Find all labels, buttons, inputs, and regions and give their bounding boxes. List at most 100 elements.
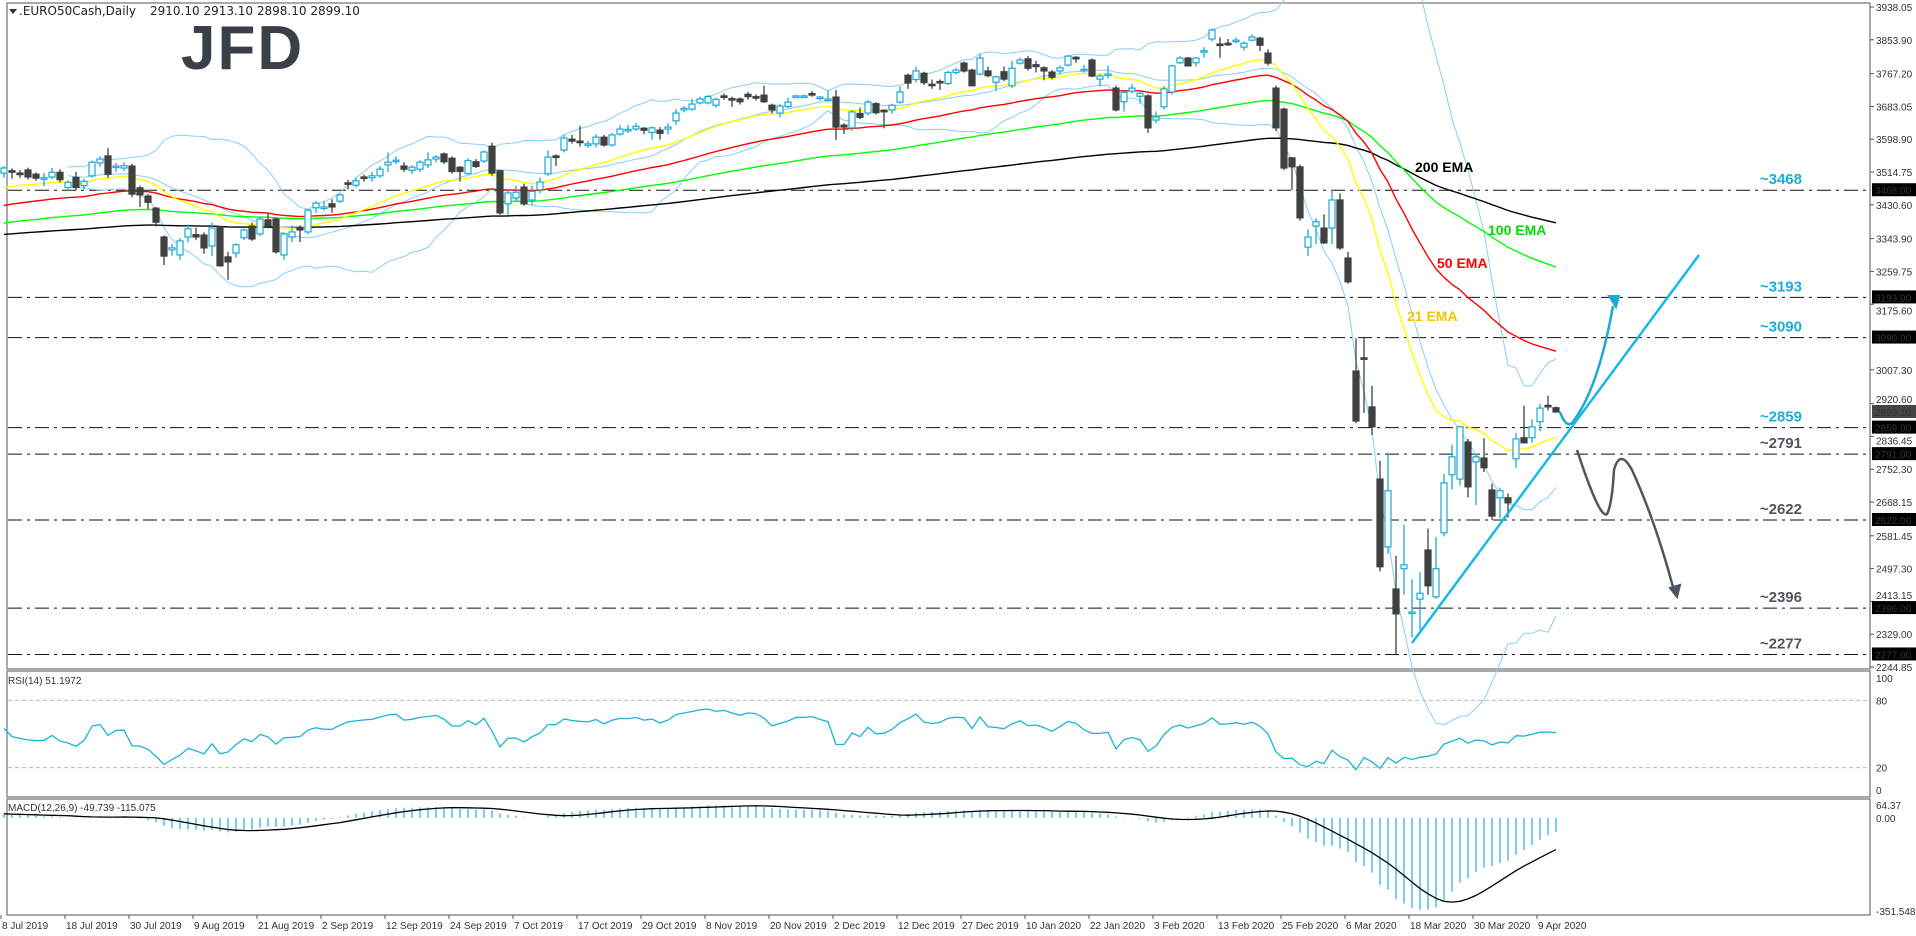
candle-bearish [1424, 549, 1432, 587]
candle-bearish [1272, 87, 1280, 129]
bollinger-lower [67, 84, 1557, 726]
date-tick-label: 9 Apr 2020 [1538, 921, 1587, 932]
candle-bearish [576, 140, 584, 144]
candle-bullish [992, 76, 1000, 83]
collapse-triangle-icon[interactable] [9, 9, 17, 14]
level-badge-label: 2859.00 [1875, 424, 1912, 435]
candle-bearish [272, 218, 280, 253]
candle-bearish [856, 112, 864, 118]
price-tick-label: 3175.60 [1876, 306, 1913, 317]
date-tick-label: 20 Nov 2019 [770, 921, 827, 932]
candle-bullish [800, 95, 808, 98]
candle-bearish [1224, 42, 1232, 46]
candle-bearish [224, 256, 232, 263]
level-label: ~3468 [1760, 171, 1802, 188]
candle-bullish [944, 71, 952, 85]
candle-bearish [344, 182, 352, 185]
price-tick-label: 3343.90 [1876, 235, 1913, 246]
rsi-pane-frame [6, 670, 1871, 798]
candle-bullish [1128, 87, 1136, 92]
date-tick-label: 24 Sep 2019 [450, 921, 507, 932]
current-price-label: 2899.10 [1875, 408, 1912, 419]
arrow-head-up-icon [1607, 295, 1621, 310]
candle-bearish [1024, 58, 1032, 69]
candle-bullish [816, 96, 824, 100]
candle-bearish [1480, 457, 1488, 469]
candle-bullish [208, 227, 216, 247]
ema50-label: 50 EMA [1437, 255, 1488, 271]
level-badge-label: 2622.00 [1875, 516, 1912, 527]
candle-bullish [312, 202, 320, 209]
candle-bullish [688, 103, 696, 110]
rsi-tick-label: 100 [1876, 674, 1893, 685]
candle-bullish [824, 98, 832, 102]
level-badge [1872, 290, 1916, 304]
support-trendline [1410, 254, 1701, 644]
candle-bullish [912, 70, 920, 81]
level-badge [1872, 420, 1916, 434]
candle-bullish [1232, 39, 1240, 43]
candle-bullish [464, 159, 472, 175]
candle-bullish [280, 233, 288, 256]
level-label: ~2396 [1760, 589, 1802, 606]
rsi-label: RSI(14) 51.1972 [8, 676, 82, 687]
candle-bullish [624, 128, 632, 132]
candle-bearish [1464, 441, 1472, 488]
candle-bearish [1264, 52, 1272, 64]
candle-bearish [744, 93, 752, 98]
candles [0, 28, 1560, 655]
price-tick-label: 2244.85 [1876, 663, 1913, 674]
date-tick-label: 2 Dec 2019 [834, 921, 886, 932]
candle-bullish [80, 180, 88, 187]
ema50-line [3, 74, 1557, 352]
main-pane-frame [6, 2, 1871, 670]
candle-bearish [656, 129, 664, 134]
candle-bearish [200, 234, 208, 249]
macd-pane-frame [6, 798, 1871, 916]
candle-bullish [536, 181, 544, 191]
candle-bullish [320, 206, 328, 210]
candle-bearish [1360, 357, 1368, 360]
candle-bullish [784, 101, 792, 108]
candle-bearish [936, 80, 944, 84]
candle-bullish [528, 190, 536, 201]
candle-bullish [48, 171, 56, 178]
date-tick-label: 18 Mar 2020 [1410, 921, 1467, 932]
date-tick-label: 17 Oct 2019 [578, 921, 633, 932]
candle-bearish [752, 96, 760, 99]
candle-bearish [1280, 108, 1288, 169]
candle-bullish [584, 143, 592, 146]
jfd-logo: JFD [181, 14, 304, 83]
candle-bullish [1408, 611, 1416, 615]
symbol-title: .EURO50Cash,Daily [19, 4, 136, 18]
candle-bullish [1008, 67, 1016, 87]
candle-bearish [1296, 166, 1304, 219]
price-tick-label: 2668.15 [1876, 498, 1913, 509]
candle-bullish [512, 191, 520, 199]
candle-bullish [480, 151, 488, 162]
candle-bearish [920, 72, 928, 84]
candle-bullish [1096, 75, 1104, 80]
candle-bullish [408, 166, 416, 171]
price-tick-label: 2329.00 [1876, 630, 1913, 641]
candle-bullish [40, 177, 48, 180]
candle-bullish [848, 111, 856, 129]
candle-bearish [160, 236, 168, 257]
candle-bearish [1288, 157, 1296, 168]
candle-bullish [1200, 50, 1208, 53]
candle-bearish [1520, 437, 1528, 444]
candle-bullish [384, 161, 392, 166]
candle-bullish [672, 112, 680, 122]
candle-bearish [520, 186, 528, 205]
candle-bullish [240, 229, 248, 239]
candle-bearish [1048, 71, 1056, 78]
candle-bearish [1320, 227, 1328, 244]
bullish-scenario-arrow [1558, 305, 1615, 426]
candle-bullish [1160, 88, 1168, 108]
candle-bearish [32, 173, 40, 179]
date-tick-label: 25 Feb 2020 [1282, 921, 1339, 932]
candle-bearish [1392, 588, 1400, 615]
date-tick-label: 7 Oct 2019 [514, 921, 563, 932]
candle-bearish [1040, 67, 1048, 72]
